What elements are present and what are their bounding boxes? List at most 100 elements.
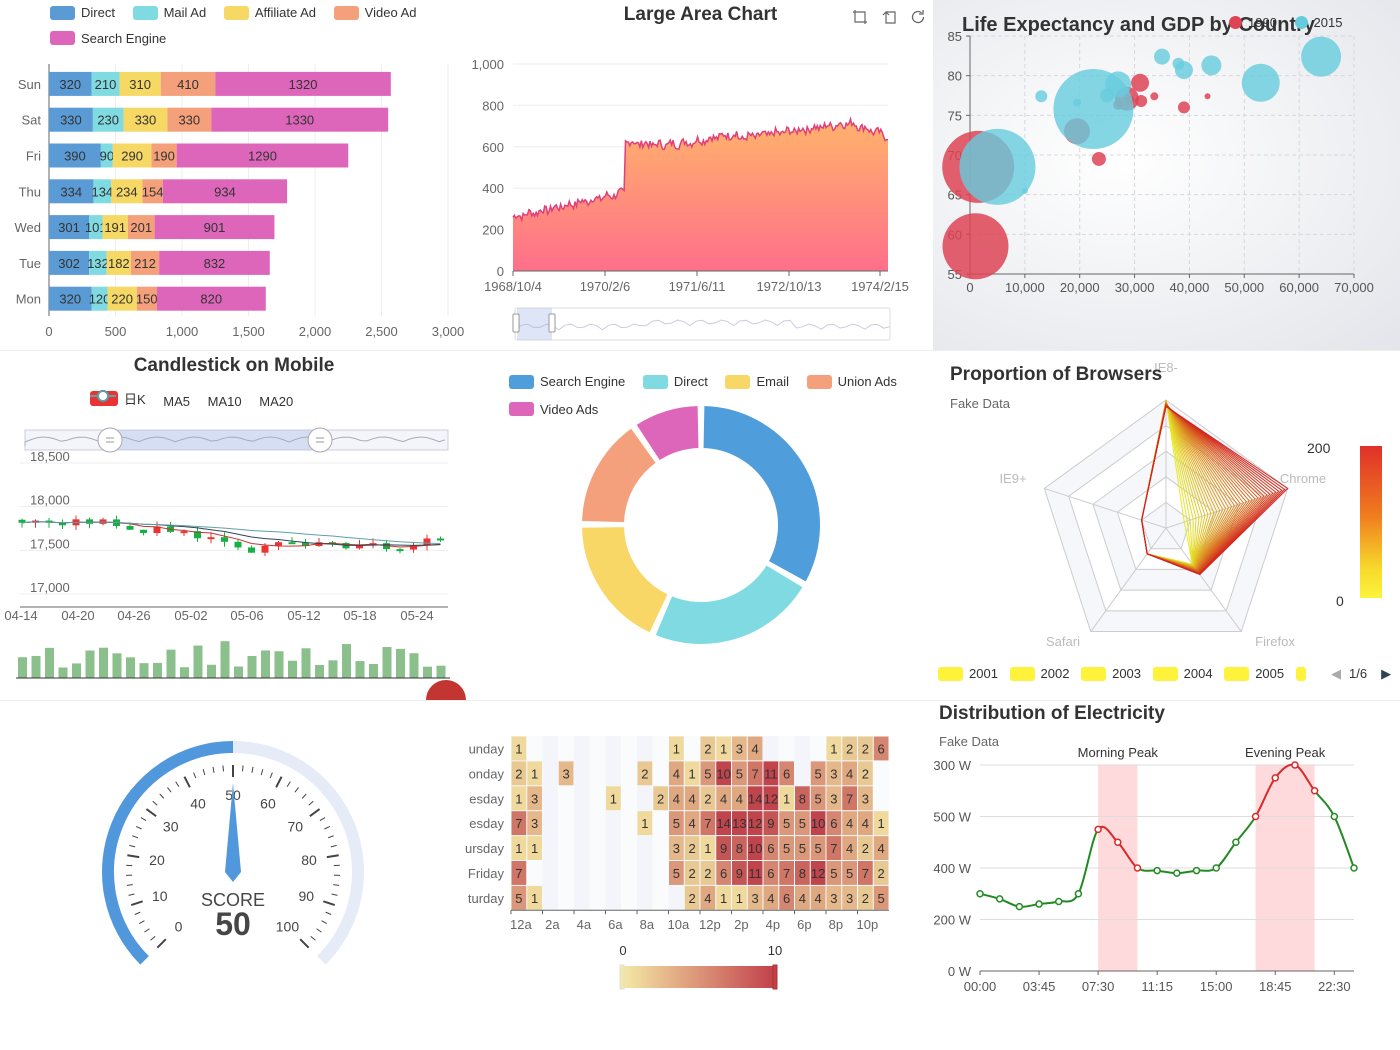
x-tick-label: 4a <box>577 917 592 932</box>
legend-item-email[interactable]: Email <box>725 374 789 389</box>
heatmap-cell <box>684 811 700 836</box>
y-tick-label: 17,000 <box>30 580 70 595</box>
donut-panel: Search Engine Direct Email Union Ads Vid… <box>468 350 933 700</box>
legend-item-direct[interactable]: Direct <box>642 374 708 389</box>
legend-item-video-ads[interactable]: Video Ads <box>509 402 598 417</box>
heatmap-cell <box>700 811 716 836</box>
legend-item-search-engine[interactable]: Search Engine <box>509 374 625 389</box>
bar-segment <box>92 107 124 132</box>
heatmap-bg <box>542 736 559 761</box>
zoom-icon[interactable] <box>852 9 868 25</box>
candle-body <box>140 529 147 534</box>
gauge-tick <box>321 920 328 924</box>
y-tick-label: 500 W <box>933 810 971 825</box>
heatmap-bg <box>652 810 669 836</box>
heatmap-cell-label: 1 <box>515 841 522 856</box>
bubble-2015 <box>1072 98 1081 107</box>
heatmap-cell <box>826 736 842 761</box>
legend-item-2001[interactable]: 2001 <box>938 666 998 681</box>
heatmap-cell-label: 11 <box>748 866 762 881</box>
legend-item-2004[interactable]: 2004 <box>1152 666 1213 681</box>
gauge-tick <box>130 900 143 907</box>
heatmap-bg <box>621 860 637 886</box>
line-segment <box>1215 841 1237 869</box>
pager-next-icon[interactable]: ▶ <box>1381 666 1392 681</box>
legend-item-daily-k[interactable]: 日K <box>90 389 146 408</box>
x-tick-label: 8p <box>829 917 843 932</box>
candle-body <box>234 541 242 548</box>
legend-item-affiliate-ad[interactable]: Affiliate Ad <box>223 5 316 20</box>
bubble-2015 <box>1241 63 1280 102</box>
legend-item-2005[interactable]: 2005 <box>1224 666 1284 681</box>
y-tick-label: 300 W <box>933 758 971 773</box>
heatmap-cell-label: 4 <box>704 891 711 906</box>
legend-item-direct[interactable]: Direct <box>50 5 115 20</box>
bar-data-label: 201 <box>130 220 152 235</box>
heatmap-cell-label: 10 <box>748 841 762 856</box>
legend-item-1990[interactable]: 1990 <box>1229 15 1277 30</box>
heatmap-cell <box>763 786 779 811</box>
heatmap-cell <box>511 761 527 786</box>
legend-item-search-engine[interactable]: Search Engine <box>50 31 166 46</box>
restore-icon[interactable] <box>910 9 926 25</box>
heatmap-cell-label: 3 <box>862 791 869 806</box>
heatmap-cell <box>732 836 747 860</box>
x-tick-label: 20,000 <box>1060 280 1100 295</box>
gauge-tick <box>323 900 336 907</box>
heatmap-bg <box>621 736 637 761</box>
legend-item-2003[interactable]: 2003 <box>1081 666 1141 681</box>
gauge-tick <box>326 854 339 859</box>
heatmap-cell <box>669 811 684 836</box>
legend-item-2015[interactable]: 2015 <box>1294 15 1342 30</box>
volume-bar <box>328 660 338 678</box>
heatmap-cell-label: 7 <box>704 816 711 831</box>
heatmap-cell-label: 4 <box>846 841 853 856</box>
heatmap-cell <box>858 836 873 860</box>
heatmap-cell-label: 1 <box>736 891 743 906</box>
zoom-reset-icon[interactable] <box>882 9 898 25</box>
heatmap-cell <box>873 885 889 910</box>
x-tick-label: 1972/10/13 <box>756 279 821 294</box>
bar-data-label: 1330 <box>285 113 314 128</box>
bar-data-label: 290 <box>121 149 143 164</box>
bar-data-label: 101 <box>85 220 107 235</box>
heatmap-cell-label: 10 <box>811 816 825 831</box>
heatmap-bg <box>652 885 669 911</box>
heatmap-cell <box>716 736 731 761</box>
gauge-tick <box>183 776 191 788</box>
legend-item-union-ads[interactable]: Union Ads <box>806 374 897 389</box>
visual-map-bar[interactable] <box>1360 446 1382 598</box>
y-tick-label: esday <box>469 791 504 806</box>
heatmap-bg <box>589 860 606 886</box>
legend-item-more[interactable] <box>1295 666 1312 681</box>
heatmap-cell-label: 7 <box>846 791 853 806</box>
heatmap-bg <box>526 736 543 761</box>
legend-item-video-ad[interactable]: Video Ad <box>333 5 416 20</box>
gauge-tick <box>286 781 291 787</box>
gauge-tick <box>260 769 264 776</box>
gauge-tick <box>145 808 157 817</box>
bar-segment <box>89 215 103 240</box>
heatmap-cell <box>700 836 716 860</box>
heatmap-cell <box>732 861 747 885</box>
x-tick-label: 05-18 <box>343 608 376 623</box>
heatmap-cell-label: 6 <box>830 816 837 831</box>
datazoom-preview <box>514 319 891 331</box>
heatmap-cell-label: 12 <box>748 816 762 831</box>
radar-indicator-label: IE9+ <box>999 471 1026 486</box>
legend-item-mail-ad[interactable]: Mail Ad <box>132 5 206 20</box>
heatmap-cell <box>511 861 527 885</box>
legend-item-2002[interactable]: 2002 <box>1009 666 1069 681</box>
heatmap-cell <box>810 861 826 885</box>
legend-item-ma20[interactable]: MA20 <box>90 390 293 409</box>
bar-data-label: 330 <box>178 113 200 128</box>
bar-segment <box>93 179 112 204</box>
heatmap-cell-label: 1 <box>783 791 790 806</box>
pager-prev-icon[interactable]: ◀ <box>1331 666 1341 681</box>
heatmap-bg <box>542 785 559 811</box>
heatmap-cell <box>795 836 810 860</box>
heatmap-cell <box>684 836 700 860</box>
bubble-2015 <box>1201 55 1222 76</box>
heatmap-bg <box>574 736 590 761</box>
heatmap-bg <box>637 736 653 761</box>
